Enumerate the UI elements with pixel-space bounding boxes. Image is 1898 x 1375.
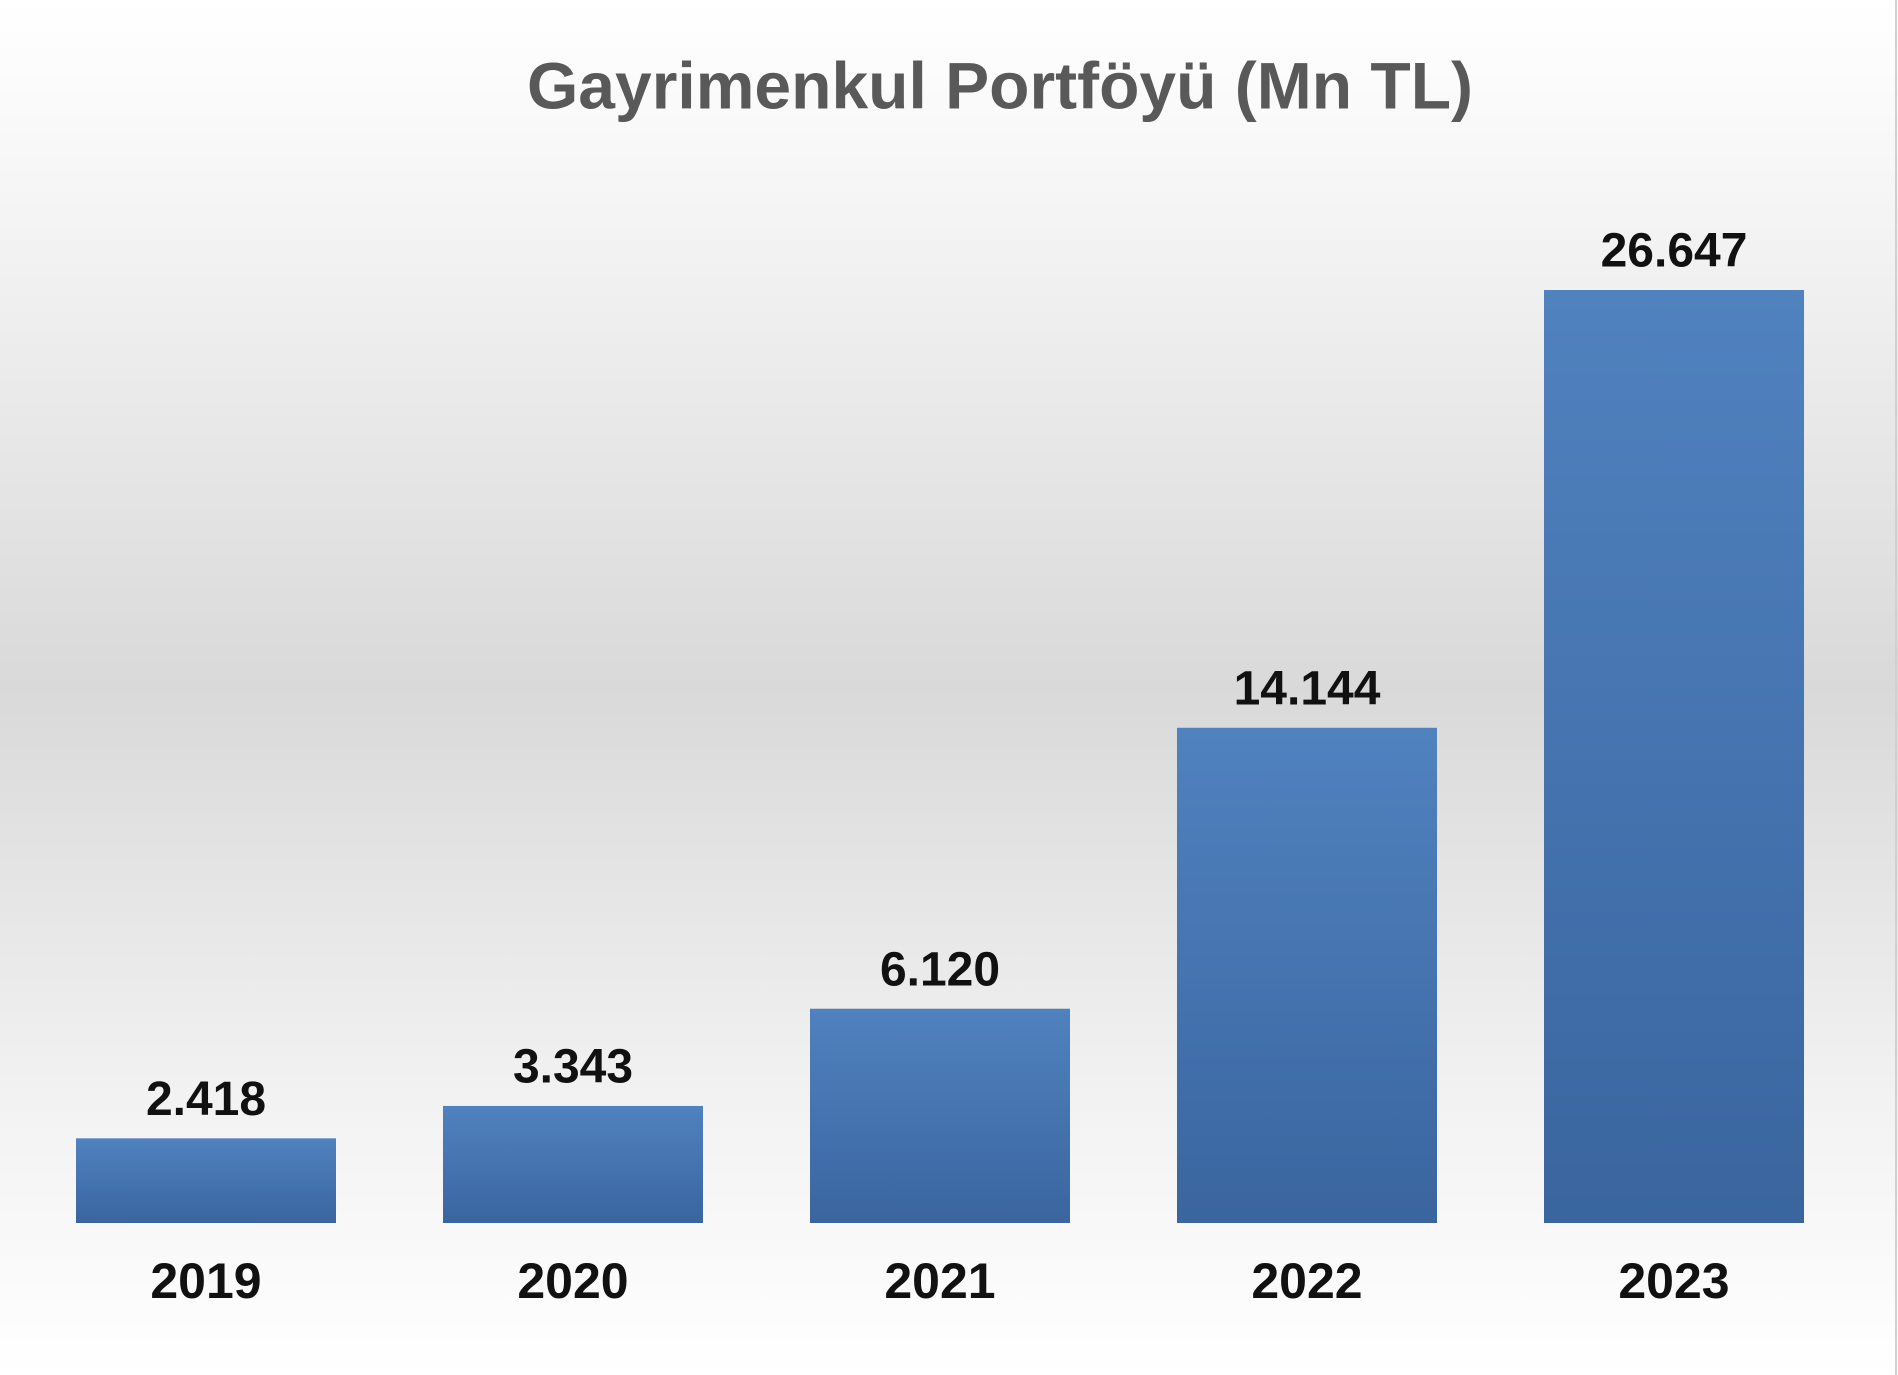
chart-title: Gayrimenkul Portföyü (Mn TL) — [527, 48, 1473, 122]
bar — [76, 1138, 336, 1223]
bar — [443, 1105, 703, 1223]
value-label: 26.647 — [1601, 225, 1748, 278]
x-tick-label: 2019 — [150, 1253, 261, 1309]
value-label: 14.144 — [1234, 662, 1381, 715]
x-tick-label: 2022 — [1251, 1253, 1362, 1309]
x-tick-label: 2020 — [517, 1253, 628, 1309]
bar — [810, 1008, 1070, 1223]
bar — [1544, 290, 1804, 1223]
x-tick-label: 2021 — [884, 1253, 995, 1309]
value-label: 6.120 — [880, 943, 1000, 996]
bar — [1177, 727, 1437, 1223]
value-label: 2.418 — [146, 1073, 266, 1126]
x-tick-label: 2023 — [1618, 1253, 1729, 1309]
value-label: 3.343 — [513, 1041, 633, 1094]
